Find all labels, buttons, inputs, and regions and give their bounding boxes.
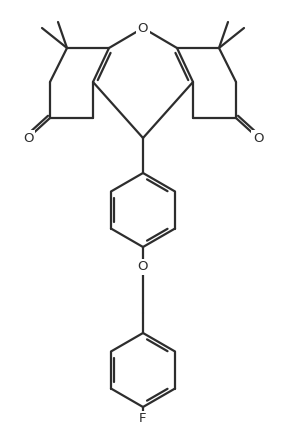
Text: O: O xyxy=(23,132,33,144)
Text: O: O xyxy=(253,132,263,144)
Text: O: O xyxy=(138,22,148,35)
Text: O: O xyxy=(138,260,148,273)
Text: F: F xyxy=(139,412,147,425)
